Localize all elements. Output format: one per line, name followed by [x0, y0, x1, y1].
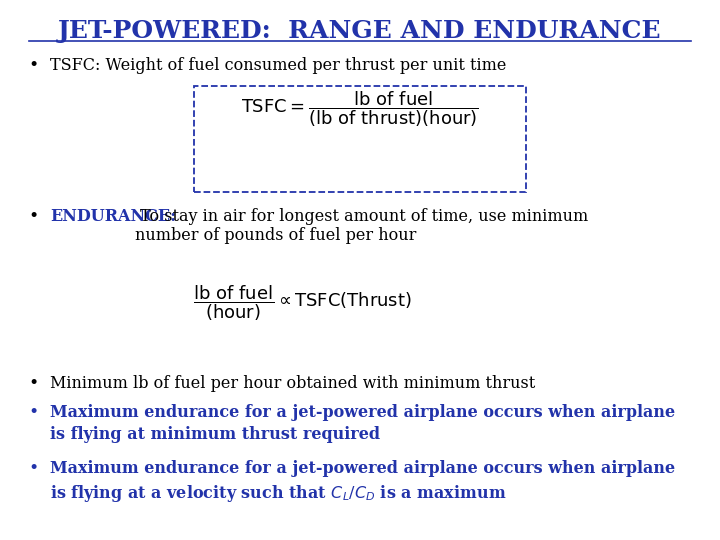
Text: •: •	[29, 460, 39, 477]
Text: ENDURANCE:: ENDURANCE:	[50, 208, 176, 225]
Text: JET-POWERED:  RANGE AND ENDURANCE: JET-POWERED: RANGE AND ENDURANCE	[58, 19, 662, 43]
Text: To stay in air for longest amount of time, use minimum
number of pounds of fuel : To stay in air for longest amount of tim…	[135, 208, 589, 245]
Text: Maximum endurance for a jet-powered airplane occurs when airplane
is flying at a: Maximum endurance for a jet-powered airp…	[50, 460, 675, 504]
Text: Minimum lb of fuel per hour obtained with minimum thrust: Minimum lb of fuel per hour obtained wit…	[50, 375, 536, 392]
Text: •: •	[29, 57, 39, 73]
Text: TSFC: Weight of fuel consumed per thrust per unit time: TSFC: Weight of fuel consumed per thrust…	[50, 57, 507, 73]
Text: •: •	[29, 208, 39, 225]
Bar	[194, 86, 526, 192]
Text: •: •	[29, 375, 39, 392]
Text: Maximum endurance for a jet-powered airplane occurs when airplane
is flying at m: Maximum endurance for a jet-powered airp…	[50, 404, 675, 443]
Text: •: •	[29, 404, 39, 421]
Text: $\dfrac{\mathrm{lb\ of\ fuel}}{(\mathrm{hour})} \propto \mathrm{TSFC(Thrust)}$: $\dfrac{\mathrm{lb\ of\ fuel}}{(\mathrm{…	[193, 284, 412, 323]
Text: $\mathrm{TSFC} = \dfrac{\mathrm{lb\ of\ fuel}}{(\mathrm{lb\ of\ thrust})(\mathrm: $\mathrm{TSFC} = \dfrac{\mathrm{lb\ of\ …	[241, 89, 479, 129]
